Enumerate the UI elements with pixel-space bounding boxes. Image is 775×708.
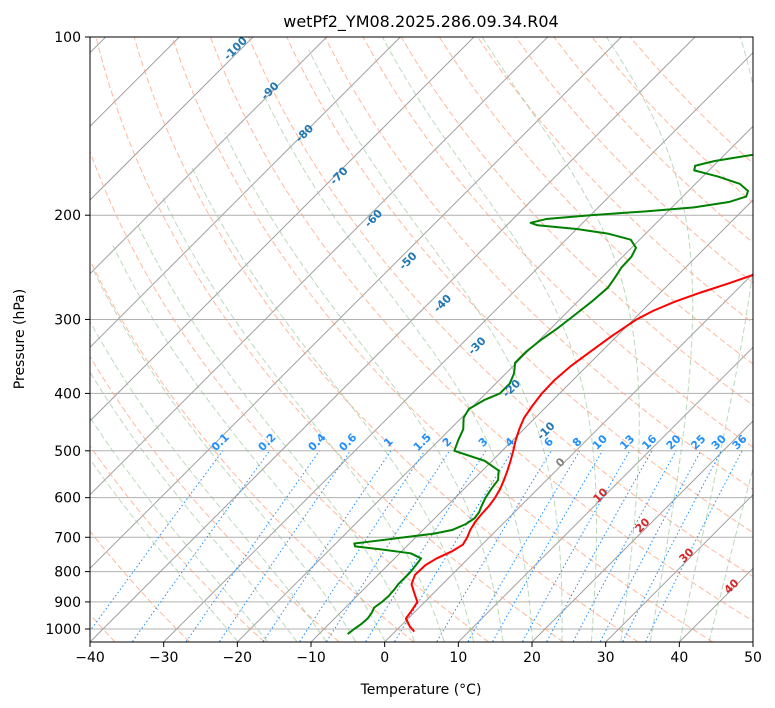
mixing-ratio-line [185,450,320,642]
isotherm-line [384,272,753,642]
dry-adiabat-line [286,37,753,534]
moist-adiabat-line [90,458,239,642]
y-tick-label: 700 [54,530,81,546]
y-tick-label: 1000 [45,622,81,638]
y-tick-label: 200 [54,208,81,224]
moist-adiabat-line [606,37,694,642]
x-tick-label: −20 [223,650,253,666]
chart-title: wetPf2_YM08.2025.286.09.34.R04 [283,12,558,32]
isotherm-line [90,37,328,275]
moist-adiabat-line [135,221,416,642]
dry-adiabat-line [90,259,415,642]
moist-adiabat-line [161,194,445,642]
x-tick-label: −10 [296,650,326,666]
y-tick-label: 800 [54,565,81,581]
moist-adiabat-line [91,267,357,642]
x-tick-label: 50 [744,650,762,666]
dry-adiabat-line [324,37,753,491]
isotherm-line [90,37,254,201]
isotherm-line [90,37,696,642]
mixing-ratio-line [132,450,270,642]
moist-adiabat-line [224,132,504,642]
x-tick-label: 30 [597,650,615,666]
x-tick-label: 0 [380,650,389,666]
dewpoint-line [347,153,753,635]
dry-adiabat-line [133,37,639,642]
moist-adiabat-line [381,37,598,642]
isotherm-line [90,37,475,422]
dry-adiabat-line [248,37,753,578]
y-tick-label: 900 [54,595,81,611]
x-axis-label: Temperature (°C) [360,682,482,698]
moist-adiabat-line [112,245,386,642]
isotherm-line [90,37,622,570]
temperature-line [404,273,753,633]
moist-adiabat-line [481,37,640,642]
moist-adiabat-lines [90,37,753,642]
isotherm-line [163,51,753,642]
plot-frame [89,36,754,643]
moist-adiabat-line [190,165,475,642]
mixing-ratio-line [394,450,513,642]
mixing-ratio-line [546,450,653,642]
dry-adiabat-line [90,530,191,642]
mixing-ratio-line [262,450,392,642]
mixing-ratio-line [572,450,677,642]
moist-adiabat-line [263,94,533,642]
x-tick-label: 20 [523,650,541,666]
mixing-ratio-line [219,450,351,642]
y-tick-label: 300 [54,312,81,328]
dry-adiabat-line [362,37,753,448]
dry-adiabat-line [95,37,564,642]
mixing-ratio-line [299,450,426,642]
mixing-ratio-line [522,450,631,642]
moist-adiabat-line [308,49,563,642]
moist-adiabat-line [90,416,268,642]
x-tick-label: 10 [449,650,467,666]
isotherm-line [90,37,401,349]
x-tick-label: −30 [149,650,179,666]
y-tick-label: 100 [54,30,81,46]
isotherm-line [605,493,753,642]
dry-adiabat-line [90,355,340,642]
isotherm-line [90,37,549,496]
x-tick-label: 40 [670,650,688,666]
dry-adiabat-line [439,37,753,365]
dry-adiabat-line [400,37,753,406]
moist-adiabat-line [90,320,327,642]
isobar-gridlines [90,37,753,630]
mixing-ratio-line [645,450,743,642]
x-tick-label: −40 [75,650,105,666]
mixing-ratio-line [326,450,450,642]
moist-adiabat-line [679,37,753,642]
mixing-ratio-line [90,450,224,632]
axes: −40 −30 −20 −10 0 10 20 30 40 50 100 200 300 400 500 60… [45,30,762,666]
y-tick-label: 600 [54,491,81,507]
y-axis-label: Pressure (hPa) [12,289,28,389]
mixing-ratio-lines [90,450,743,642]
sounding-series [347,153,753,635]
y-tick-label: 400 [54,386,81,402]
y-tick-label: 500 [54,444,81,460]
